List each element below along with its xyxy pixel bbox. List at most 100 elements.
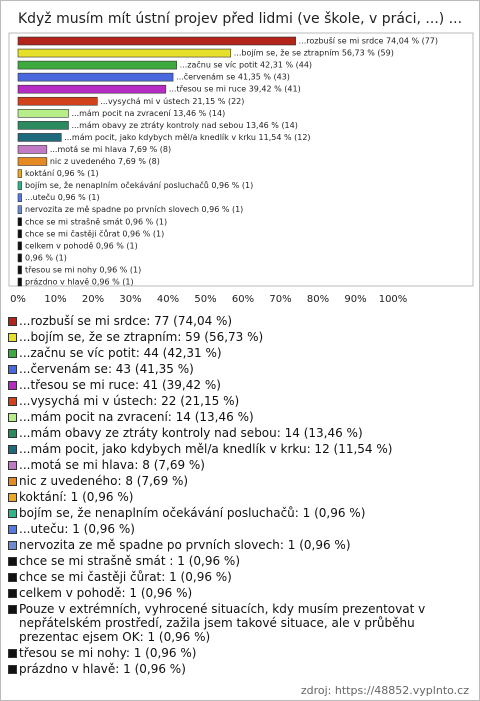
legend-label: ...začnu se víc potit: 44 (42,31 %) xyxy=(19,346,222,360)
legend-item: koktání: 1 (0,96 %) xyxy=(7,490,473,504)
bar-label: ...mám obavy ze ztráty kontroly nad sebo… xyxy=(71,121,297,130)
legend-item: ...rozbuší se mi srdce: 77 (74,04 %) xyxy=(7,314,473,328)
bar-label: ...třesou se mi ruce 39,42 % (41) xyxy=(169,85,301,94)
legend-item: ...bojím se, že se ztrapním: 59 (56,73 %… xyxy=(7,330,473,344)
bar-label: ...červenám se 41,35 % (43) xyxy=(176,72,290,82)
x-tick-label: 60% xyxy=(232,294,254,305)
legend-swatch xyxy=(8,349,17,358)
legend-item: ...začnu se víc potit: 44 (42,31 %) xyxy=(7,346,473,360)
legend-label: chce se mi častěji čůrat: 1 (0,96 %) xyxy=(19,570,232,584)
legend-swatch xyxy=(8,493,17,502)
bar xyxy=(17,253,22,263)
x-tick-label: 0% xyxy=(10,294,26,305)
legend-label: ...uteču: 1 (0,96 %) xyxy=(19,522,135,536)
legend-swatch xyxy=(8,541,17,550)
x-tick-label: 30% xyxy=(119,294,141,305)
legend-swatch xyxy=(8,605,17,614)
legend-label: nic z uvedeného: 8 (7,69 %) xyxy=(19,474,189,488)
legend-item: ...mám pocit na zvracení: 14 (13,46 %) xyxy=(7,410,473,424)
bar-label: prázdno v hlavě 0,96 % (1) xyxy=(25,278,134,287)
legend-label: ...rozbuší se mi srdce: 77 (74,04 %) xyxy=(19,314,233,328)
bar-label: třesou se mi nohy 0,96 % (1) xyxy=(25,265,141,274)
chart-title: Když musím mít ústní projev před lidmi (… xyxy=(18,11,462,27)
legend-item: chce se mi strašně smát : 1 (0,96 %) xyxy=(7,554,473,568)
x-tick-label: 90% xyxy=(344,294,366,305)
x-tick-label: 100% xyxy=(379,294,408,305)
legend-label: ...mám pocit na zvracení: 14 (13,46 %) xyxy=(19,410,254,424)
legend-item: ...motá se mi hlava: 8 (7,69 %) xyxy=(7,458,473,472)
legend-item: ...mám pocit, jako kdybych měl/a knedlík… xyxy=(7,442,473,456)
legend-label: bojím se, že nenaplním očekávání posluch… xyxy=(19,506,366,520)
bar-label: ...bojím se, že se ztrapním 56,73 % (59) xyxy=(234,49,394,58)
bar xyxy=(17,265,22,275)
bar-label: chce se mi častěji čůrat 0,96 % (1) xyxy=(25,228,164,238)
x-tick-label: 10% xyxy=(44,294,66,305)
bar xyxy=(17,133,62,142)
legend-item: prázdno v hlavě: 1 (0,96 %) xyxy=(7,662,473,676)
legend-item: bojím se, že nenaplním očekávání posluch… xyxy=(7,506,473,520)
bar-label: koktání 0,96 % (1) xyxy=(25,169,99,178)
legend-swatch xyxy=(8,525,17,534)
legend-swatch xyxy=(8,461,17,470)
bar-label: ...vysychá mi v ústech 21,15 % (22) xyxy=(100,97,244,106)
legend-item: ...uteču: 1 (0,96 %) xyxy=(7,522,473,536)
bar xyxy=(17,169,22,178)
bar-label: chce se mi strašně smát 0,96 % (1) xyxy=(25,216,167,226)
legend-swatch xyxy=(8,589,17,598)
x-tick-label: 80% xyxy=(307,294,329,305)
legend-item: nervozita ze mě spadne po prvních slovec… xyxy=(7,538,473,552)
legend-label: ...červenám se: 43 (41,35 %) xyxy=(19,362,194,376)
bar-label: ...mám pocit, jako kdybych měl/a knedlík… xyxy=(64,133,310,142)
legend-item: ...mám obavy ze ztráty kontroly nad sebo… xyxy=(7,426,473,440)
legend-swatch xyxy=(8,365,17,374)
legend-label: třesou se mi nohy: 1 (0,96 %) xyxy=(19,646,197,660)
x-tick-label: 70% xyxy=(269,294,291,305)
legend-label: ...motá se mi hlava: 8 (7,69 %) xyxy=(19,458,205,472)
bar xyxy=(17,109,69,118)
legend-swatch xyxy=(8,509,17,518)
legend-item: ...třesou se mi ruce: 41 (39,42 %) xyxy=(7,378,473,392)
legend-label: koktání: 1 (0,96 %) xyxy=(19,490,134,504)
bar xyxy=(17,157,48,166)
x-tick-label: 50% xyxy=(194,294,216,305)
bar xyxy=(17,145,48,154)
bar xyxy=(17,205,22,214)
bar xyxy=(17,241,22,251)
bar xyxy=(17,193,22,202)
bar-label: ...začnu se víc potit 42,31 % (44) xyxy=(180,60,312,70)
legend-swatch xyxy=(8,317,17,326)
bar xyxy=(17,48,232,58)
legend-label: prázdno v hlavě: 1 (0,96 %) xyxy=(19,662,186,676)
bar xyxy=(17,60,177,70)
x-tick-label: 40% xyxy=(157,294,179,305)
legend-label: ...třesou se mi ruce: 41 (39,42 %) xyxy=(19,378,221,392)
plot-frame xyxy=(8,32,474,287)
legend-label: ...bojím se, že se ztrapním: 59 (56,73 %… xyxy=(19,330,264,344)
bar-label: ...rozbuší se mi srdce 74,04 % (77) xyxy=(299,36,438,46)
legend-label: Pouze v extrémních, vyhrocené situacích,… xyxy=(19,602,426,644)
legend-swatch xyxy=(8,333,17,342)
legend-swatch xyxy=(8,413,17,422)
legend-swatch xyxy=(8,445,17,454)
bar xyxy=(17,229,22,239)
legend-swatch xyxy=(8,573,17,582)
legend-swatch xyxy=(8,381,17,390)
legend-label: ...mám pocit, jako kdybych měl/a knedlík… xyxy=(19,442,393,456)
legend: ...rozbuší se mi srdce: 77 (74,04 %) ...b… xyxy=(7,314,473,678)
legend-label: celkem v pohodě: 1 (0,96 %) xyxy=(19,586,193,600)
bar xyxy=(17,96,98,106)
bar-label: bojím se, že nenaplním očekávání posluch… xyxy=(25,180,253,190)
legend-item: ...vysychá mi v ústech: 22 (21,15 %) xyxy=(7,394,473,408)
legend-label: chce se mi strašně smát : 1 (0,96 %) xyxy=(19,554,241,568)
legend-item: nic z uvedeného: 8 (7,69 %) xyxy=(7,474,473,488)
bar xyxy=(17,72,174,82)
legend-swatch xyxy=(8,477,17,486)
legend-label: nervozita ze mě spadne po prvních slovec… xyxy=(19,538,351,552)
legend-label: ...mám obavy ze ztráty kontroly nad sebo… xyxy=(19,426,363,440)
bar xyxy=(17,36,296,46)
bar-label: ...motá se mi hlava 7,69 % (8) xyxy=(50,145,171,154)
bar xyxy=(17,121,69,130)
legend-item: chce se mi častěji čůrat: 1 (0,96 %) xyxy=(7,570,473,584)
legend-item: ...červenám se: 43 (41,35 %) xyxy=(7,362,473,376)
bar-label: nic z uvedeného 7,69 % (8) xyxy=(50,156,160,166)
